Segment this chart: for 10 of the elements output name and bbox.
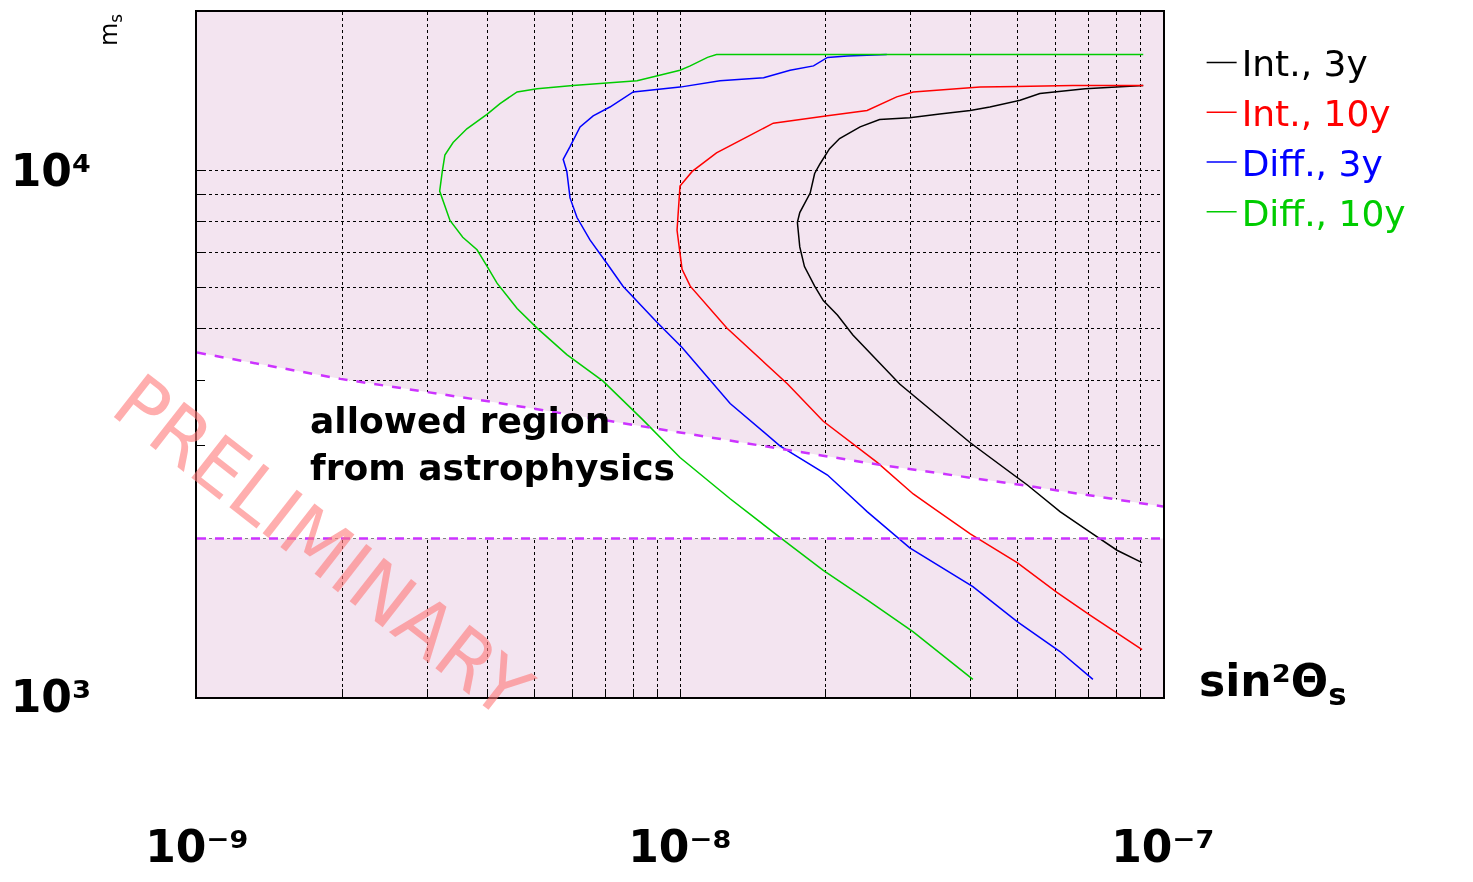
legend-label: Diff., 3y: [1241, 143, 1383, 185]
x-tick-label: 10⁻⁹: [145, 820, 249, 872]
legend-label: Diff., 10y: [1241, 192, 1406, 234]
x-axis-title: sin²Θ$_{s}$: [1199, 655, 1347, 713]
legend-label: Int., 10y: [1241, 93, 1391, 135]
legend-label: Int., 3y: [1241, 43, 1368, 85]
y-tick-label: 10³: [10, 671, 92, 723]
x-tick-label: 10⁻⁷: [1111, 820, 1215, 872]
y-tick-label: 10⁴: [10, 144, 92, 196]
x-tick-label: 10⁻⁸: [628, 820, 732, 872]
